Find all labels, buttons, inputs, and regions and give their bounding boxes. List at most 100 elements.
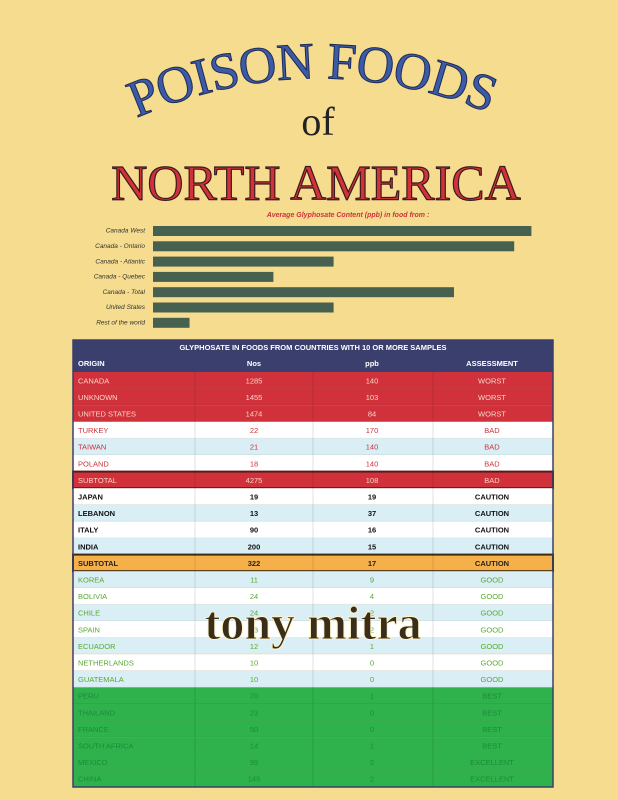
table-cell: CHILE	[78, 609, 100, 618]
table-cell: 140	[366, 376, 379, 385]
table-cell: GOOD	[481, 625, 505, 634]
table-row	[73, 604, 553, 621]
table-row	[73, 704, 553, 721]
category-label: Rest of the world	[96, 320, 145, 327]
bar	[153, 241, 515, 252]
table-cell: GUATEMALA	[78, 675, 124, 684]
table-cell: NETHERLANDS	[78, 658, 134, 667]
table-cell: 200	[248, 542, 261, 551]
table-cell: 24	[250, 592, 258, 601]
table-cell: JAPAN	[78, 492, 103, 501]
table-cell: 19	[250, 492, 258, 501]
table-cell: WORST	[478, 376, 506, 385]
table-cell: CAUTION	[475, 509, 509, 518]
table-cell: CAUTION	[475, 559, 509, 568]
table-cell: 2	[370, 775, 374, 784]
table-row	[73, 504, 553, 522]
table-cell: MEXICO	[78, 758, 108, 767]
table-cell: GOOD	[481, 592, 505, 601]
table-row	[73, 438, 553, 455]
table-cell: 1285	[246, 376, 263, 385]
table-cell: SUBTOTAL	[78, 476, 117, 485]
table-cell: BAD	[484, 426, 500, 435]
table-title: GLYPHOSATE IN FOODS FROM COUNTRIES WITH …	[179, 343, 446, 352]
table-cell: 1455	[246, 393, 263, 402]
table-cell: TAIWAN	[78, 443, 106, 452]
table-cell: 10	[250, 658, 258, 667]
bar	[153, 317, 190, 328]
table-cell: 0	[370, 675, 374, 684]
table-cell: 1	[370, 692, 374, 701]
table-row	[73, 571, 553, 588]
category-label: Canada West	[106, 228, 146, 235]
table-cell: 37	[368, 509, 376, 518]
title-line3: NORTH AMERICA	[111, 154, 521, 210]
table-cell: GOOD	[481, 642, 505, 651]
table-cell: 0	[370, 708, 374, 717]
table-cell: 322	[248, 559, 261, 568]
table-cell: 2	[370, 609, 374, 618]
table-cell: BAD	[484, 476, 500, 485]
table-cell: SUBTOTAL	[78, 559, 119, 568]
table-cell: 21	[250, 443, 258, 452]
table-cell: 2	[370, 625, 374, 634]
table-cell: 10	[250, 675, 258, 684]
table-cell: BEST	[482, 692, 502, 701]
column-header: ppb	[365, 359, 379, 368]
table-cell: WORST	[478, 393, 506, 402]
table-cell: 0	[370, 725, 374, 734]
table-cell: PERU	[78, 692, 99, 701]
category-label: Canada - Quebec	[94, 274, 146, 281]
table-row	[73, 687, 553, 704]
category-label: United States	[106, 304, 146, 311]
table-cell: GOOD	[481, 609, 505, 618]
table-cell: GOOD	[481, 658, 505, 667]
table-cell: GOOD	[481, 675, 505, 684]
bar	[153, 226, 532, 236]
table-row	[73, 720, 553, 738]
table-row	[73, 737, 553, 754]
bar-chart: Canada West Canada - Ontario Canada - Atla…	[94, 226, 532, 328]
table-cell: CAUTION	[475, 542, 509, 551]
table-cell: BOLIVIA	[78, 592, 107, 601]
table-cell: CHINA	[78, 775, 101, 784]
table-cell: BAD	[484, 443, 500, 452]
table-cell: 2	[370, 758, 374, 767]
table-cell: THAILAND	[78, 708, 116, 717]
table-cell: 9	[370, 575, 374, 584]
bar	[153, 287, 454, 298]
table-row	[73, 372, 553, 389]
table-row	[73, 753, 553, 771]
table-row	[73, 521, 553, 538]
table-row	[73, 455, 553, 472]
table-cell: 140	[366, 459, 379, 468]
bar	[153, 271, 274, 282]
column-header: Nos	[247, 359, 261, 368]
table-cell: 4275	[246, 476, 263, 485]
table-cell: BEST	[482, 725, 502, 734]
table-cell: 14	[250, 741, 258, 750]
table-row	[73, 587, 553, 605]
table-row	[73, 654, 553, 671]
table-row	[73, 637, 553, 655]
table-cell: 70	[250, 692, 258, 701]
table-cell: SOUTH AFRICA	[78, 741, 133, 750]
table-cell: 108	[366, 476, 379, 485]
table-cell: LEBANON	[78, 509, 115, 518]
table-cell: BEST	[482, 708, 502, 717]
category-label: Canada - Atlantic	[95, 258, 145, 265]
table-cell: 16	[368, 526, 376, 535]
table-cell: 17	[368, 559, 376, 568]
title-line2: of	[301, 99, 335, 144]
table-cell: INDIA	[78, 542, 99, 551]
category-label: Canada - Total	[103, 289, 146, 296]
table-cell: 1474	[246, 409, 263, 418]
column-header: ASSESSMENT	[466, 359, 518, 368]
table-cell: BAD	[484, 459, 500, 468]
table-cell: POLAND	[78, 459, 109, 468]
table-cell: 140	[366, 443, 379, 452]
table-border	[72, 339, 554, 788]
table-cell: ITALY	[78, 526, 98, 535]
table-cell: 84	[368, 409, 376, 418]
